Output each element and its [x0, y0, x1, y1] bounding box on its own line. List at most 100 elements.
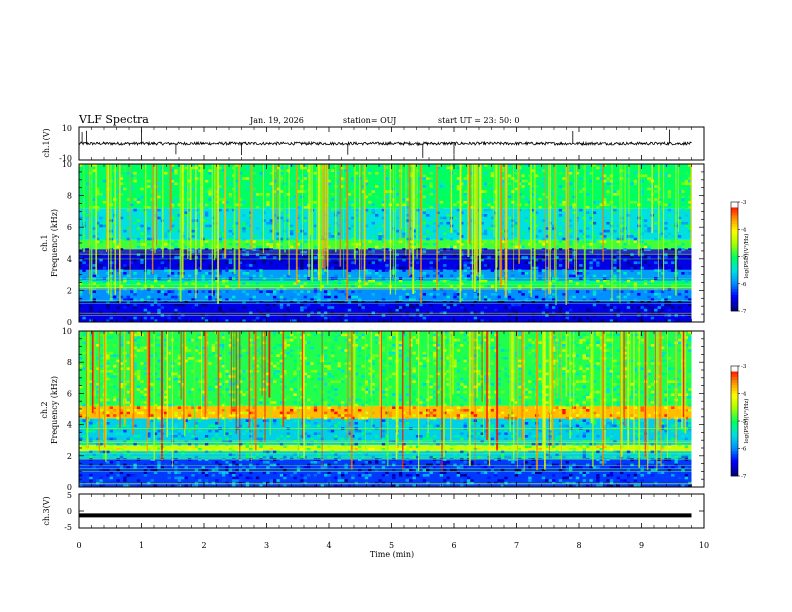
psd-cell [191, 406, 195, 409]
psd-cell [133, 287, 137, 291]
psd-cell [483, 264, 488, 267]
psd-cell [164, 258, 168, 262]
psd-cell [518, 269, 522, 272]
psd-cell [208, 177, 212, 180]
psd-cell [643, 245, 648, 249]
psd-cell [487, 182, 491, 186]
psd-cell [558, 185, 563, 188]
psd-cell [436, 282, 440, 286]
psd-cell [535, 224, 539, 228]
psd-cell [317, 354, 321, 357]
psd-cell [136, 349, 141, 352]
psd-cell [164, 411, 168, 415]
psd-cell [616, 193, 620, 196]
psd-cell [313, 388, 318, 391]
psd-cell [552, 285, 556, 288]
psd-cell [511, 274, 515, 278]
psd-cell [545, 293, 549, 296]
psd-cell [140, 333, 144, 337]
psd-cell [198, 380, 202, 383]
psd-cell [82, 279, 86, 283]
spectral-band [79, 301, 692, 322]
psd-cell [643, 200, 648, 204]
psd-cell [225, 380, 229, 383]
psd-cell [273, 303, 277, 307]
psd-cell [569, 235, 573, 238]
psd-cell [255, 349, 260, 352]
psd-cell [283, 370, 287, 373]
psd-cell [252, 208, 256, 212]
psd-cell [293, 388, 297, 391]
psd-cell [150, 298, 154, 301]
psd-cell [187, 354, 192, 357]
psd-cell [232, 474, 236, 477]
psd-cell [398, 300, 403, 304]
psd-cell [449, 285, 454, 288]
psd-cell [167, 258, 171, 262]
psd-cell [102, 481, 107, 485]
psd-cell [221, 282, 226, 286]
psd-cell [337, 484, 341, 487]
psd-cell [218, 385, 222, 389]
psd-cell [259, 179, 263, 183]
psd-cell [511, 250, 515, 254]
psd-cell [303, 208, 307, 212]
psd-cell [143, 409, 148, 412]
psd-cell [477, 214, 481, 217]
psd-cell [317, 474, 321, 477]
psd-cell [688, 206, 692, 209]
psd-cell [531, 266, 535, 270]
psd-cell [184, 359, 188, 363]
psd-cell [330, 351, 335, 355]
psd-cell [211, 411, 216, 415]
psd-cell [221, 471, 226, 474]
psd-cell [126, 466, 130, 469]
psd-cell [85, 264, 90, 267]
psd-cell [164, 235, 168, 238]
psd-cell [341, 416, 345, 420]
psd-cell [99, 484, 103, 487]
psd-cell [279, 169, 284, 172]
psd-cell [626, 208, 631, 212]
psd-cell [463, 200, 467, 204]
psd-cell [684, 298, 689, 301]
psd-cell [436, 214, 440, 217]
psd-cell [313, 250, 318, 254]
psd-cell [334, 388, 338, 391]
colorbar-tick-label: -3 [741, 200, 747, 206]
psd-cell [310, 331, 314, 334]
psd-cell [409, 306, 413, 309]
psd-cell [130, 200, 134, 204]
psd-cell [664, 169, 668, 172]
psd-cell [572, 256, 576, 259]
psd-cell [136, 370, 141, 373]
psd-cell [490, 227, 495, 230]
psd-cell [215, 364, 219, 368]
psd-cell [109, 375, 113, 378]
psd-cell [147, 179, 151, 183]
psd-cell [79, 474, 83, 477]
psd-cell [569, 171, 573, 175]
psd-cell [303, 253, 307, 257]
psd-cell [235, 237, 239, 241]
psd-cell [426, 311, 430, 315]
psd-cell [395, 203, 399, 207]
psd-cell [405, 179, 410, 183]
psd-cell [344, 232, 348, 236]
psd-cell [426, 274, 430, 278]
psd-cell [116, 206, 120, 209]
psd-cell [283, 274, 287, 278]
psd-cell [378, 274, 382, 278]
psd-cell [402, 256, 406, 259]
psd-cell [327, 396, 331, 399]
psd-cell [388, 311, 393, 315]
psd-cell [238, 177, 243, 180]
psd-cell [500, 221, 505, 225]
psd-cell [361, 306, 365, 309]
psd-cell [456, 240, 461, 244]
psd-cell [541, 269, 546, 272]
psd-cell [300, 261, 304, 265]
psd-cell [150, 416, 154, 420]
psd-cell [324, 474, 328, 477]
psd-cell [177, 229, 182, 233]
